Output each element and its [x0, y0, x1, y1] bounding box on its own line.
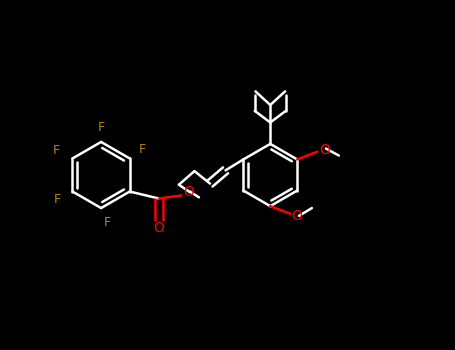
- Text: O: O: [153, 222, 164, 236]
- Text: F: F: [103, 216, 111, 229]
- Text: F: F: [97, 121, 105, 134]
- Text: F: F: [53, 144, 60, 157]
- Text: F: F: [139, 144, 146, 156]
- Text: O: O: [183, 184, 194, 198]
- Text: O: O: [291, 209, 302, 223]
- Text: O: O: [319, 143, 330, 157]
- Text: F: F: [54, 193, 61, 206]
